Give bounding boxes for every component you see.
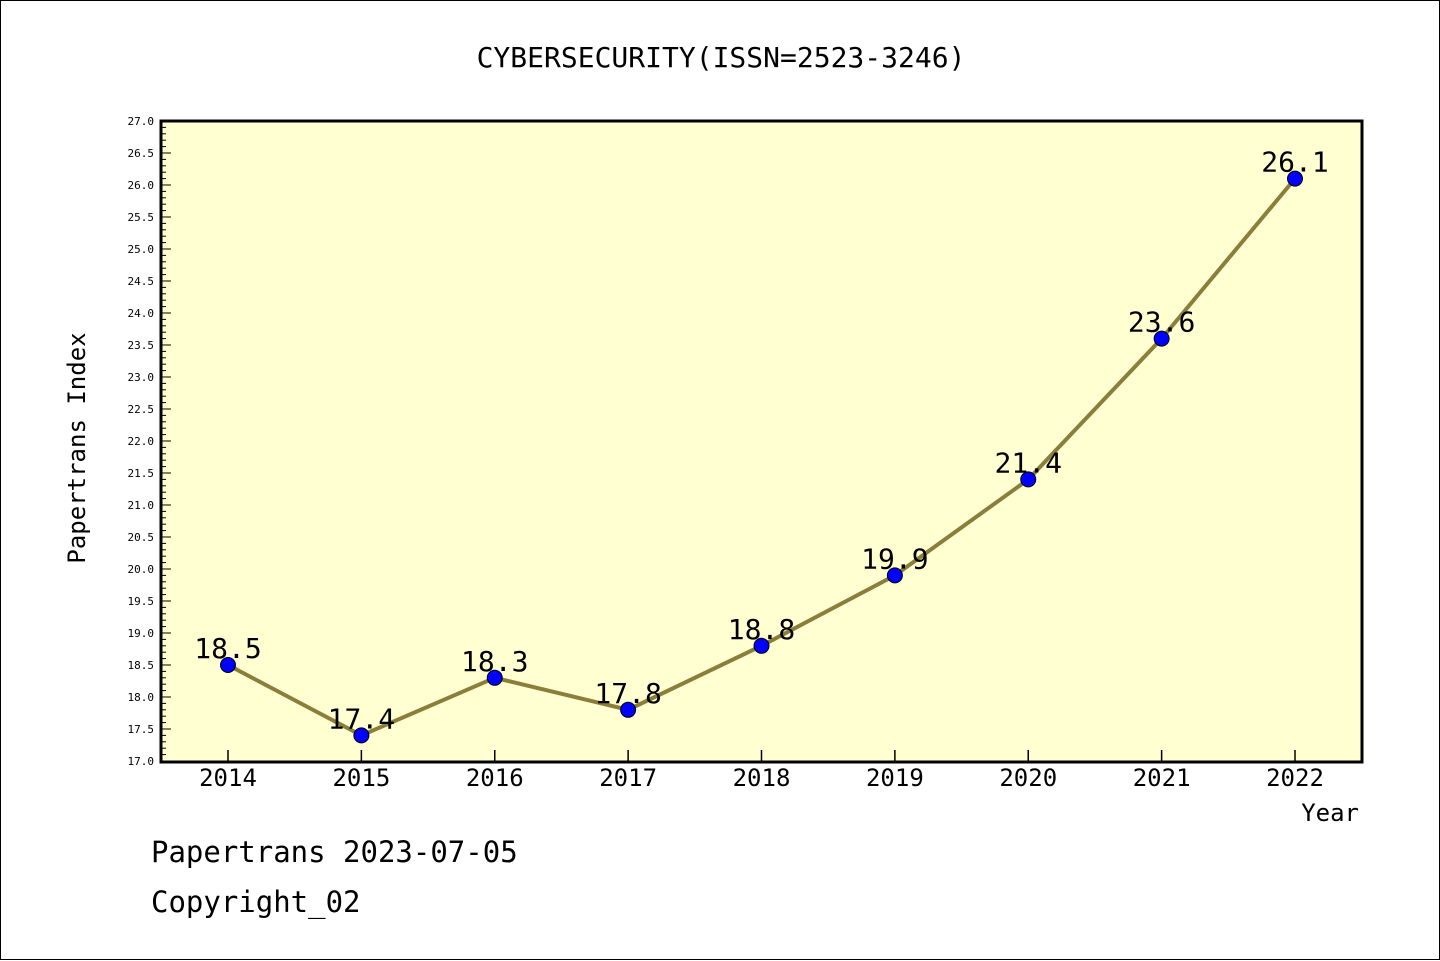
data-point bbox=[486, 669, 503, 686]
data-label: 17.4 bbox=[328, 702, 395, 735]
x-tick-label: 2021 bbox=[1133, 764, 1191, 792]
x-tick-label: 2020 bbox=[999, 764, 1057, 792]
y-tick-label: 21.5 bbox=[128, 467, 155, 480]
data-points bbox=[220, 170, 1303, 744]
x-tick-label: 2019 bbox=[866, 764, 924, 792]
x-tick-label: 2016 bbox=[466, 764, 524, 792]
data-point bbox=[886, 567, 903, 584]
x-axis-label: Year bbox=[1301, 799, 1359, 827]
y-tick-label: 20.5 bbox=[128, 531, 155, 544]
y-axis-label: Papertrans Index bbox=[63, 332, 91, 563]
y-tick-label: 17.5 bbox=[128, 723, 155, 736]
footer-copyright: Copyright_02 bbox=[151, 885, 361, 919]
y-tick-label: 19.5 bbox=[128, 595, 155, 608]
y-tick-label: 26.5 bbox=[128, 147, 155, 160]
x-tick-label: 2018 bbox=[733, 764, 791, 792]
y-tick-label: 23.5 bbox=[128, 339, 155, 352]
y-tick-label: 27.0 bbox=[128, 115, 155, 128]
data-label: 17.8 bbox=[594, 677, 661, 710]
x-tick-label: 2014 bbox=[199, 764, 257, 792]
data-point bbox=[620, 701, 637, 718]
data-point bbox=[353, 727, 370, 744]
data-label: 19.9 bbox=[861, 542, 928, 575]
data-point bbox=[1020, 471, 1037, 488]
data-label: 23.6 bbox=[1128, 306, 1195, 339]
y-tick-label: 19.0 bbox=[128, 627, 155, 640]
y-tick-label: 21.0 bbox=[128, 499, 155, 512]
footer-date: Papertrans 2023-07-05 bbox=[151, 835, 518, 869]
data-label: 26.1 bbox=[1261, 146, 1328, 179]
y-tick-label: 25.5 bbox=[128, 211, 155, 224]
y-tick-label: 20.0 bbox=[128, 563, 155, 576]
y-tick-label: 23.0 bbox=[128, 371, 155, 384]
data-point bbox=[1153, 330, 1170, 347]
data-label: 18.8 bbox=[728, 613, 795, 646]
y-tick-label: 26.0 bbox=[128, 179, 155, 192]
y-tick-label: 25.0 bbox=[128, 243, 155, 256]
y-tick-label: 22.0 bbox=[128, 435, 155, 448]
data-label: 21.4 bbox=[995, 446, 1062, 479]
x-tick-label: 2022 bbox=[1266, 764, 1324, 792]
x-tick-label: 2015 bbox=[332, 764, 390, 792]
data-point bbox=[220, 657, 236, 673]
plot-area bbox=[159, 119, 1364, 764]
y-axis: 17.0 17.5 18.0 18.5 19.0 19.5 20.0 20.5 21.0 21.5… bbox=[128, 115, 171, 768]
data-point bbox=[1287, 170, 1303, 187]
x-tick-label: 2017 bbox=[599, 764, 657, 792]
y-tick-label: 24.5 bbox=[128, 275, 155, 288]
x-axis: 2014 2015 2016 2017 2018 2019 2020 2021 2022 bbox=[199, 750, 1324, 792]
y-tick-label: 18.5 bbox=[128, 659, 155, 672]
data-point bbox=[753, 637, 770, 654]
data-label: 18.3 bbox=[461, 645, 528, 678]
y-tick-label: 22.5 bbox=[128, 403, 155, 416]
y-tick-label: 18.0 bbox=[128, 691, 155, 704]
data-label: 18.5 bbox=[194, 632, 261, 665]
chart-title: CYBERSECURITY(ISSN=2523-3246) bbox=[477, 41, 966, 74]
y-tick-label: 24.0 bbox=[128, 307, 155, 320]
y-tick-label: 17.0 bbox=[128, 755, 155, 768]
data-labels: 18.5 17.4 18.3 17.8 18.8 19.9 21.4 23.6 26.1 bbox=[194, 146, 1328, 736]
